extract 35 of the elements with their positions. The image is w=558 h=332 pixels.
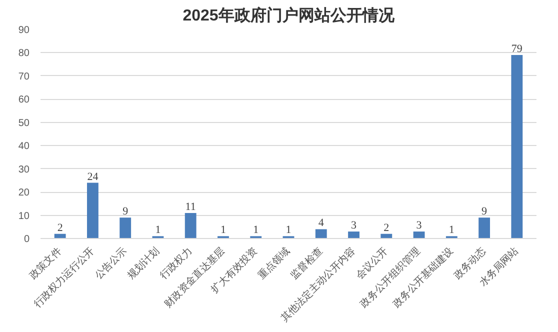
chart-title: 2025年政府门户网站公开情况	[182, 6, 396, 24]
y-tick-label: 40	[18, 141, 30, 152]
data-label: 2	[384, 222, 390, 234]
data-label: 1	[286, 224, 292, 236]
bar	[87, 182, 98, 238]
bar	[348, 232, 360, 238]
bar	[413, 232, 425, 238]
data-label: 9	[482, 206, 488, 218]
y-tick-label: 0	[24, 234, 30, 245]
data-label: 1	[220, 224, 226, 236]
data-label: 1	[448, 224, 454, 236]
data-label: 1	[155, 224, 161, 236]
data-label: 3	[416, 220, 422, 232]
y-tick-label: 50	[18, 118, 30, 129]
y-tick-label: 60	[18, 94, 30, 106]
x-tick-label: 规划计划	[125, 244, 162, 282]
y-tick-label: 20	[18, 188, 30, 199]
y-tick-label: 90	[18, 25, 30, 36]
bar	[511, 55, 523, 238]
bar	[184, 212, 196, 238]
y-tick-label: 80	[18, 48, 30, 60]
data-label: 1	[253, 224, 259, 236]
y-tick-label: 30	[18, 164, 30, 176]
y-tick-label: 70	[18, 71, 30, 82]
data-label: 24	[87, 170, 99, 183]
data-label: 2	[57, 222, 63, 234]
bar	[478, 218, 490, 238]
y-tick-label: 10	[18, 210, 30, 222]
data-label: 11	[185, 200, 196, 213]
bar	[120, 218, 132, 238]
data-label: 4	[318, 217, 324, 230]
data-label: 3	[351, 220, 358, 232]
bar	[315, 229, 327, 238]
data-label: 9	[122, 206, 129, 218]
data-label: 79	[511, 43, 523, 56]
